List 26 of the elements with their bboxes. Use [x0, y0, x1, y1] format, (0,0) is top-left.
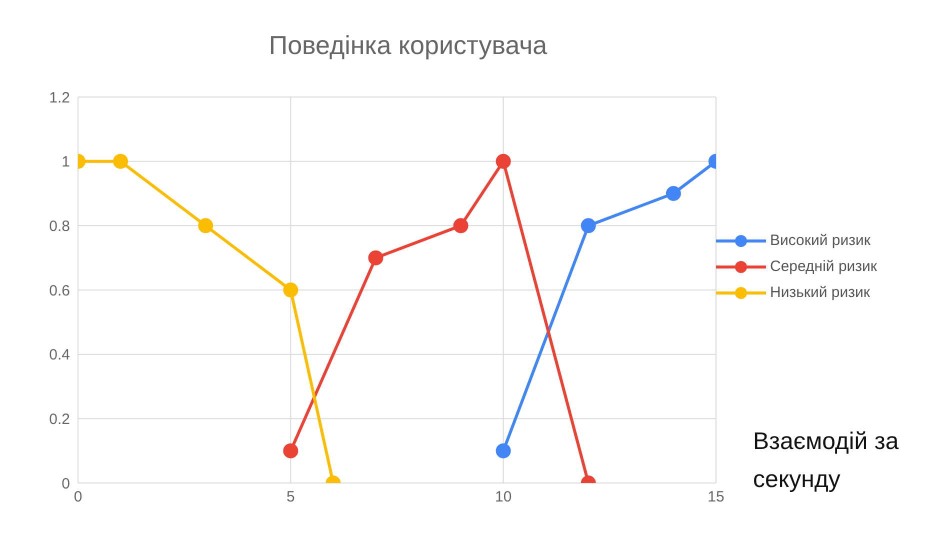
legend-label: Низький ризик: [770, 282, 870, 302]
point: [198, 218, 214, 234]
point: [368, 250, 384, 266]
y-tick-label: 0.8: [49, 218, 70, 235]
y-tick-label: 0.6: [49, 282, 70, 300]
y-tick-label: 1.2: [49, 89, 70, 106]
y-tick-label: 0.2: [49, 410, 70, 428]
point: [283, 443, 298, 458]
x-tick-label: 5: [286, 488, 295, 506]
point: [580, 218, 596, 234]
y-tick-label: 0: [62, 475, 70, 492]
legend-label: Високий ризик: [770, 230, 870, 250]
point: [283, 282, 298, 298]
y-tick-label: 0.4: [49, 346, 70, 364]
x-tick-label: 10: [494, 488, 512, 506]
legend-label: Середній ризик: [770, 256, 877, 276]
point: [666, 186, 681, 201]
chart-title: Поведінка користувача: [268, 30, 548, 61]
x-tick-label: 15: [708, 488, 724, 506]
x-axis-title: Взаємодій за секунду: [753, 427, 900, 495]
x-tick-label: 0: [74, 488, 82, 506]
point: [453, 218, 468, 234]
y-tick-label: 1: [62, 154, 70, 171]
point: [496, 154, 511, 169]
point: [496, 443, 511, 458]
point: [113, 154, 128, 169]
